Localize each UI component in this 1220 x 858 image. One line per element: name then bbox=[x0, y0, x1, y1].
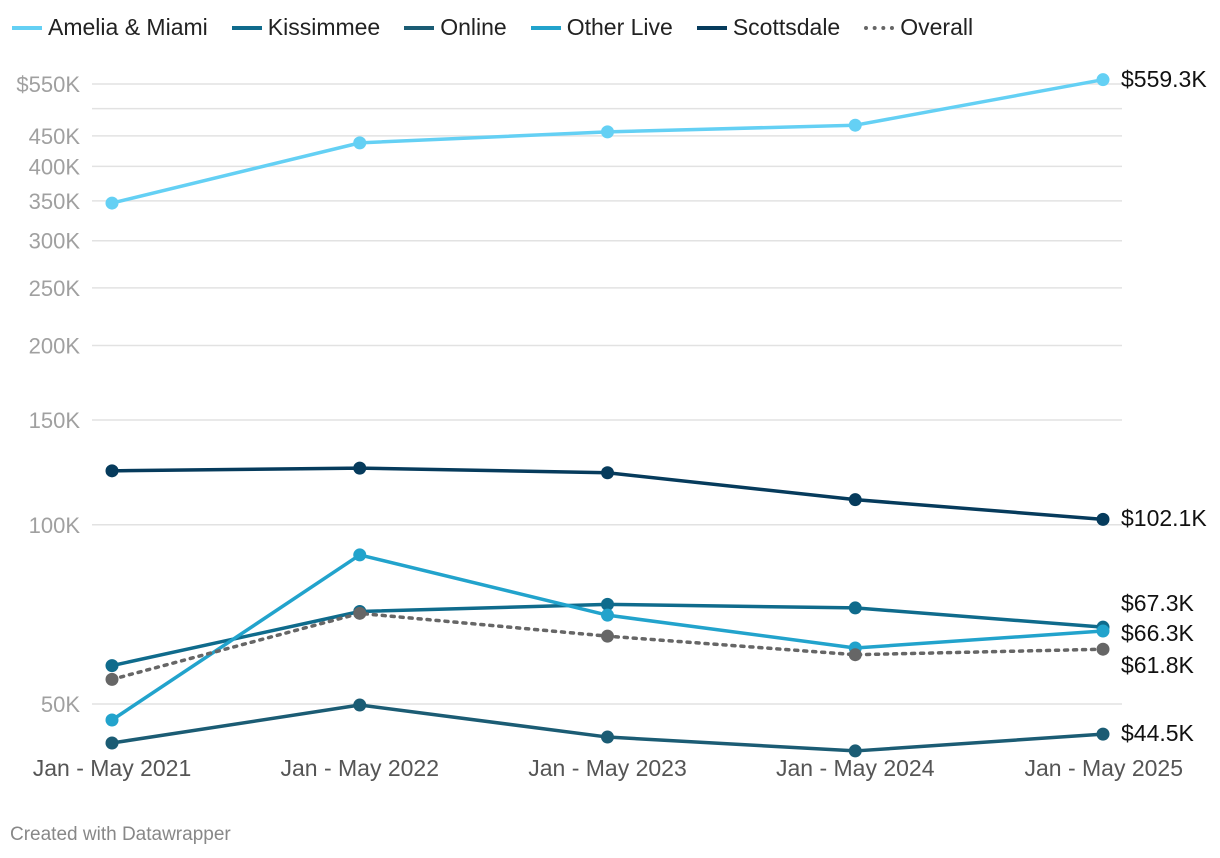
y-tick-label: $550K bbox=[16, 72, 80, 97]
data-point bbox=[601, 629, 614, 643]
y-tick-label: 400K bbox=[29, 154, 81, 179]
y-tick-label: 450K bbox=[29, 124, 81, 149]
series-line bbox=[111, 77, 1104, 205]
legend-item: Scottsdale bbox=[696, 14, 841, 41]
legend-label: Overall bbox=[900, 14, 974, 40]
x-tick-label: Jan - May 2023 bbox=[528, 755, 687, 781]
legend-item: Kissimmee bbox=[231, 14, 381, 41]
data-point bbox=[353, 698, 367, 712]
data-point bbox=[105, 736, 119, 750]
end-data-label: $102.1K bbox=[1121, 505, 1207, 531]
data-point bbox=[353, 606, 367, 620]
footer-credit: Created with Datawrapper bbox=[10, 824, 231, 845]
legend-swatch bbox=[864, 25, 895, 30]
legend-label: Online bbox=[440, 14, 507, 40]
x-tick-label: Jan - May 2024 bbox=[776, 755, 935, 781]
x-tick-label: Jan - May 2021 bbox=[33, 755, 192, 781]
data-point bbox=[1096, 73, 1110, 87]
y-tick-label: 350K bbox=[29, 189, 81, 214]
end-data-label: $67.3K bbox=[1121, 590, 1195, 616]
data-point bbox=[1096, 624, 1110, 638]
data-point bbox=[105, 672, 119, 686]
data-point bbox=[601, 597, 614, 611]
series-line bbox=[110, 611, 1105, 682]
chart-legend: Amelia & Miami Kissimmee Online Other Live S… bbox=[12, 14, 973, 41]
legend-swatch bbox=[231, 25, 262, 30]
data-point bbox=[1096, 512, 1110, 526]
end-data-label: $61.8K bbox=[1121, 652, 1195, 678]
end-data-label: $66.3K bbox=[1121, 620, 1195, 646]
legend-label: Scottsdale bbox=[732, 14, 841, 40]
legend-item: Other Live bbox=[530, 14, 673, 41]
data-point bbox=[105, 196, 119, 210]
legend-label: Other Live bbox=[566, 14, 673, 40]
data-point bbox=[105, 464, 119, 478]
y-tick-label: 100K bbox=[29, 513, 81, 538]
data-point bbox=[105, 659, 119, 673]
y-tick-label: 200K bbox=[29, 334, 81, 359]
y-tick-label: 250K bbox=[29, 276, 81, 301]
legend-swatch bbox=[12, 25, 42, 30]
data-point bbox=[353, 548, 367, 562]
data-point bbox=[848, 493, 862, 507]
legend-swatch bbox=[530, 25, 561, 30]
data-point bbox=[601, 608, 614, 622]
legend-item: Online bbox=[404, 14, 507, 41]
data-point bbox=[353, 461, 367, 475]
legend-label: Amelia & Miami bbox=[48, 14, 208, 40]
x-tick-label: Jan - May 2025 bbox=[1024, 755, 1183, 781]
data-point bbox=[1096, 642, 1110, 656]
legend-label: Kissimmee bbox=[267, 14, 381, 40]
data-point bbox=[601, 730, 614, 744]
data-point bbox=[601, 125, 614, 139]
data-point bbox=[848, 744, 862, 758]
data-point bbox=[848, 118, 862, 132]
legend-item: Amelia & Miami bbox=[12, 14, 208, 41]
data-point bbox=[601, 466, 614, 480]
data-point bbox=[848, 648, 862, 662]
data-point bbox=[105, 713, 119, 727]
data-point bbox=[1096, 727, 1110, 741]
series-line bbox=[111, 703, 1104, 753]
end-data-label: $559.3K bbox=[1121, 66, 1207, 92]
legend-swatch bbox=[696, 25, 727, 30]
legend-item: Overall bbox=[864, 14, 973, 41]
legend-swatch bbox=[404, 25, 435, 30]
end-data-label: $44.5K bbox=[1121, 720, 1195, 746]
y-tick-label: 150K bbox=[29, 408, 81, 433]
y-tick-label: 50K bbox=[41, 692, 80, 717]
data-point bbox=[353, 136, 367, 150]
x-tick-label: Jan - May 2022 bbox=[280, 755, 439, 781]
y-tick-label: 300K bbox=[29, 229, 81, 254]
data-point bbox=[848, 601, 862, 615]
